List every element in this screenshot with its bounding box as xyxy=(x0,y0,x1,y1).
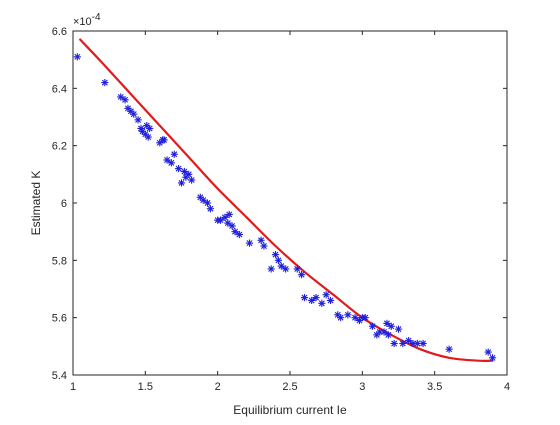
data-point xyxy=(298,271,305,278)
data-point xyxy=(344,311,351,318)
x-tick-label: 2.5 xyxy=(282,381,297,393)
data-point xyxy=(161,136,168,143)
data-point xyxy=(171,151,178,158)
data-point xyxy=(337,314,344,321)
y-tick-label: 6.4 xyxy=(52,83,67,95)
data-point xyxy=(323,291,330,298)
data-point xyxy=(207,205,214,212)
data-point xyxy=(485,348,492,355)
data-point xyxy=(74,53,81,60)
y-exponent: ×10-4 xyxy=(73,12,101,28)
x-tick-label: 2 xyxy=(215,381,221,393)
y-tick-label: 6 xyxy=(61,198,67,210)
x-axis-label: Equilibrium current Ie xyxy=(233,403,347,417)
x-tick-label: 1.5 xyxy=(138,381,153,393)
data-point xyxy=(419,340,426,347)
data-point xyxy=(489,354,496,361)
data-point xyxy=(385,331,392,338)
data-point xyxy=(362,314,369,321)
data-point xyxy=(391,340,398,347)
y-tick-label: 6.2 xyxy=(52,141,67,153)
data-point xyxy=(388,323,395,330)
data-point xyxy=(312,294,319,301)
data-point xyxy=(145,133,152,140)
data-point xyxy=(226,211,233,218)
data-point xyxy=(188,176,195,183)
data-point xyxy=(246,240,253,247)
data-point xyxy=(301,294,308,301)
x-tick-label: 4 xyxy=(504,381,510,393)
x-tick-label: 3 xyxy=(359,381,365,393)
data-point xyxy=(101,79,108,86)
y-tick-label: 5.6 xyxy=(52,313,67,325)
data-point xyxy=(135,116,142,123)
data-point xyxy=(268,265,275,272)
y-axis-label: Estimated K xyxy=(29,171,43,236)
y-tick-label: 6.6 xyxy=(52,26,67,38)
data-point xyxy=(395,326,402,333)
data-point xyxy=(260,242,267,249)
y-tick-label: 5.8 xyxy=(52,255,67,267)
data-point xyxy=(369,323,376,330)
data-point xyxy=(327,297,334,304)
plot-background xyxy=(73,31,507,375)
x-tick-label: 1 xyxy=(70,381,76,393)
data-point xyxy=(318,300,325,307)
data-point xyxy=(236,231,243,238)
data-point xyxy=(282,265,289,272)
y-exponent-power: -4 xyxy=(92,12,101,23)
y-exponent-base: ×10 xyxy=(73,16,92,28)
data-point xyxy=(178,179,185,186)
data-point xyxy=(294,265,301,272)
data-point xyxy=(168,159,175,166)
data-point xyxy=(446,346,453,353)
x-tick-label: 3.5 xyxy=(427,381,442,393)
data-point xyxy=(146,125,153,132)
data-point xyxy=(121,96,128,103)
data-point xyxy=(130,111,137,118)
y-tick-label: 5.4 xyxy=(52,370,67,382)
